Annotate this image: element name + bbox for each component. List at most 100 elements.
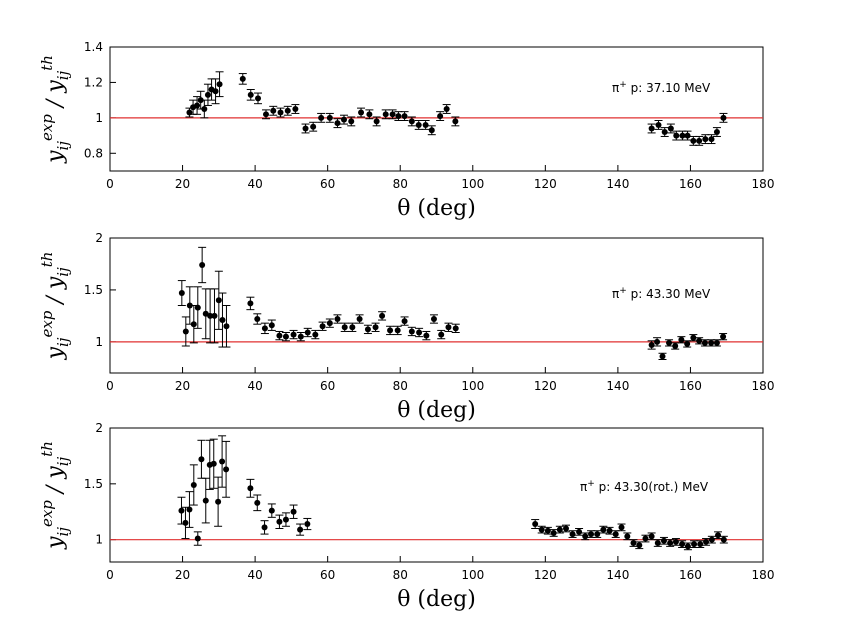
panel-3-marker <box>190 481 197 488</box>
panel-3-data-point <box>575 528 584 536</box>
panel-2-data-point <box>325 318 334 328</box>
panel-1-x-tick-label: 40 <box>247 177 262 191</box>
panel-3-marker <box>186 506 193 513</box>
panel-3-data-point <box>653 539 662 547</box>
panel-2-marker <box>211 312 218 319</box>
panel-1-data-point <box>381 109 390 120</box>
panel-3-data-point <box>605 526 614 535</box>
panel-3-marker <box>703 538 710 545</box>
panel-1-marker <box>358 109 365 116</box>
panel-1-marker <box>415 121 422 128</box>
panel-2-y-label-den: y <box>43 276 68 290</box>
panel-2-marker <box>394 327 401 334</box>
panel-2-marker <box>701 339 708 346</box>
panel-1-marker <box>255 95 262 102</box>
panel-3-data-point <box>246 478 255 498</box>
panel-1-data-point <box>203 83 212 106</box>
panel-3-data-point <box>214 476 223 527</box>
panel-3-data-point <box>647 532 656 541</box>
panel-1-y-label-num-sub: ij <box>54 141 72 151</box>
panel-3-x-tick-label: 100 <box>461 568 484 582</box>
panel-1-data-point <box>200 99 209 119</box>
panel-2-data-point <box>281 332 290 342</box>
panel-1-marker <box>270 107 277 114</box>
panel-3-data-point <box>581 532 590 541</box>
panel-1-data-point <box>719 112 728 123</box>
panel-1-y-label-den: y <box>43 80 68 94</box>
panel-2-data-point <box>210 288 219 344</box>
panel-1-marker <box>340 116 347 123</box>
panel-2-data-point <box>677 336 686 344</box>
panel-2-data-point <box>222 305 231 348</box>
panel-2-marker <box>696 337 703 344</box>
panel-2-data-point <box>415 327 424 338</box>
panel-3-data-point <box>281 512 290 527</box>
panel-3-marker <box>247 485 254 492</box>
panel-1-annotation: π+ p: 37.10 MeV <box>612 80 711 95</box>
panel-1-y-label-slash: / <box>43 93 68 114</box>
panel-1-y-label-den-sub: ij <box>54 70 72 80</box>
panel-1-marker <box>310 123 317 130</box>
panel-3-y-label-num-sub: ij <box>54 527 72 537</box>
panel-2-annotation-text: p: 43.30 MeV <box>627 287 711 301</box>
panel-1-data-point <box>388 109 397 120</box>
panel-2-y-label-den-sub: ij <box>54 267 72 277</box>
panel-2-data-point <box>665 339 674 347</box>
panel-3-marker <box>636 542 643 549</box>
panel-3-marker <box>624 533 631 540</box>
panel-3-data-point <box>562 524 571 533</box>
panel-1-marker <box>302 125 309 132</box>
panel-2-marker <box>672 343 679 349</box>
panel-3-x-tick-label: 160 <box>679 568 702 582</box>
panel-1-marker <box>334 120 341 127</box>
panel-2-marker <box>182 328 189 335</box>
panel-1-data-point <box>683 130 692 141</box>
panel-1-annotation-text: p: 37.10 MeV <box>627 81 711 95</box>
panel-3-marker <box>660 537 667 544</box>
panel-1-data-point <box>695 135 704 146</box>
panel-2-marker <box>254 316 261 322</box>
panel-2-marker <box>319 323 326 330</box>
panel-3-x-axis-symbol: θ <box>397 587 410 612</box>
panel-1-data-point <box>647 123 656 134</box>
panel-2-marker <box>223 323 230 330</box>
panel-1-marker <box>443 106 450 112</box>
panel-3-x-tick-label: 140 <box>606 568 629 582</box>
panel-3-marker <box>182 519 189 526</box>
panel-1-x-tick-label: 100 <box>461 177 484 191</box>
panel-1-marker <box>661 129 668 136</box>
panel-1-data-point <box>283 105 292 116</box>
panel-2-marker <box>690 334 697 341</box>
panel-3-marker <box>642 535 649 542</box>
panel-1-data-point <box>211 78 220 105</box>
panel-1-marker <box>201 106 208 112</box>
panel-3-data-point <box>678 540 687 548</box>
panel-2-data-point <box>260 322 269 335</box>
panel-3-marker <box>618 524 625 531</box>
panel-1-data-point <box>712 127 721 137</box>
panel-1-data-point <box>246 89 255 101</box>
panel-2-data-point <box>253 313 262 325</box>
panel-3-data-point <box>599 525 608 534</box>
panel-2-y-label-den-sup: th <box>38 252 56 268</box>
panel-2-marker <box>356 316 363 322</box>
panel-1-data-point <box>666 123 675 134</box>
panel-3-data-point <box>303 517 312 531</box>
panel-2-data-point <box>267 319 276 331</box>
panel-3-data-point <box>623 532 632 541</box>
panel-1-y-label-num: y <box>43 150 68 164</box>
panel-1-data-point <box>707 134 716 145</box>
panel-2-x-tick-label: 80 <box>393 379 408 393</box>
panel-3-data-point <box>222 440 231 498</box>
panel-1-marker <box>408 118 415 125</box>
panel-3-marker <box>254 499 261 506</box>
panel-2-data-point <box>181 316 190 347</box>
panel-1-marker <box>373 118 380 125</box>
panel-3-x-tick-label: 60 <box>320 568 335 582</box>
panel-2-marker <box>372 324 379 331</box>
panel-3-marker <box>550 529 557 536</box>
panel-3-y-label-num-sup: exp <box>38 500 56 527</box>
panel-2-x-tick-label: 120 <box>534 379 557 393</box>
panel-2-data-point <box>658 352 667 360</box>
panel-2-y-tick-label: 1.5 <box>84 283 103 297</box>
